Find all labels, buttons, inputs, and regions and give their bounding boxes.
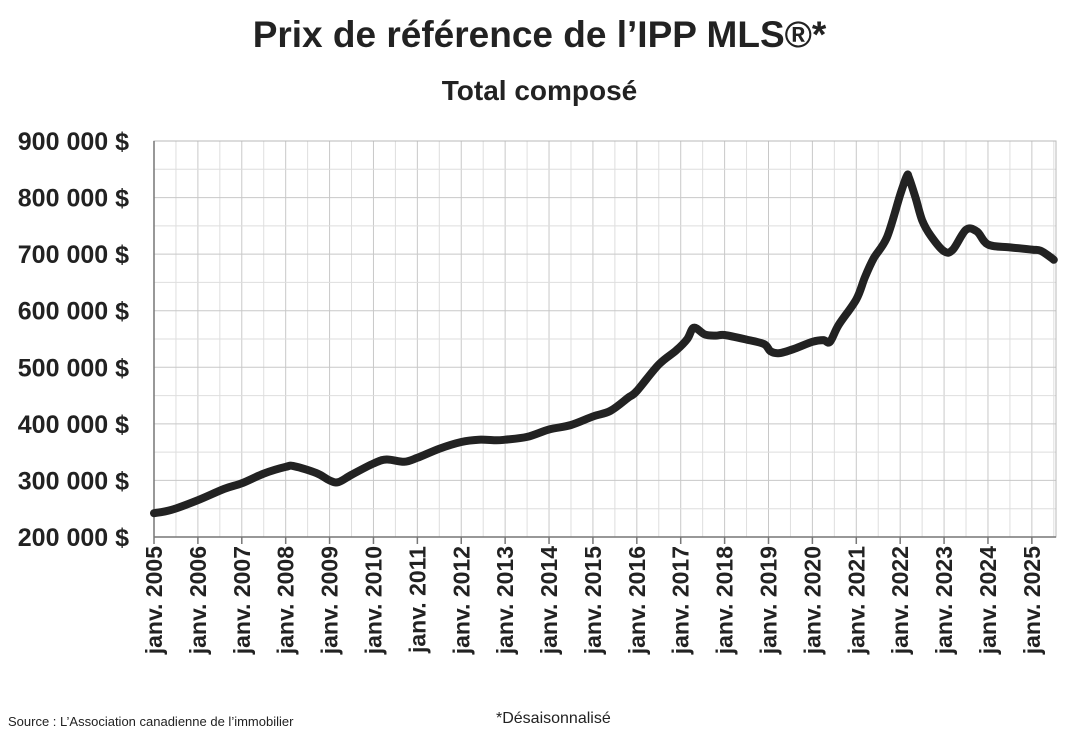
x-axis-tick-label: janv. 2018 xyxy=(712,546,738,655)
x-axis-tick-label: janv. 2013 xyxy=(492,546,518,655)
x-axis-tick-label: janv. 2011 xyxy=(404,546,430,654)
chart-title: Prix de référence de l’IPP MLS®* xyxy=(252,14,827,55)
series-line xyxy=(150,170,1058,518)
footnote: *Désaisonnalisé xyxy=(496,710,611,727)
x-axis-tick-label: janv. 2021 xyxy=(843,546,869,655)
x-axis-tick-labels: janv. 2005 janv. 2006 janv. 2007 janv. 2008… xyxy=(141,546,1045,655)
y-axis-tick-label: 600 000 $ xyxy=(18,298,129,326)
x-axis-tick-label: janv. 2006 xyxy=(185,546,211,655)
x-axis-tick-label: janv. 2024 xyxy=(975,546,1001,655)
x-axis-tick-label: janv. 2020 xyxy=(799,546,825,655)
y-axis-tick-label: 400 000 $ xyxy=(18,411,129,439)
y-axis-tick-label: 300 000 $ xyxy=(18,467,129,495)
x-axis-tick-label: janv. 2014 xyxy=(536,546,562,655)
source-note: Source : L’Association canadienne de l’i… xyxy=(8,714,294,729)
axes xyxy=(153,141,1056,544)
x-axis-tick-label: janv. 2012 xyxy=(448,546,474,655)
chart-subtitle: Total composé xyxy=(441,75,638,106)
x-axis-tick-label: janv. 2009 xyxy=(317,546,343,655)
x-axis-tick-label: janv. 2017 xyxy=(668,546,694,655)
x-axis-tick-label: janv. 2015 xyxy=(580,546,606,655)
y-axis-tick-label: 500 000 $ xyxy=(18,354,129,382)
y-axis-tick-label: 700 000 $ xyxy=(18,241,129,269)
series-layer xyxy=(150,170,1058,518)
x-axis-tick-label: janv. 2019 xyxy=(756,546,782,655)
x-axis-tick-label: janv. 2008 xyxy=(273,546,299,655)
gridlines xyxy=(153,140,1056,538)
line-chart: 900 000 $ 800 000 $ 700 000 $ 600 000 $ 500 … xyxy=(18,128,1058,655)
x-axis-tick-label: janv. 2022 xyxy=(887,546,913,655)
x-axis-tick-label: janv. 2016 xyxy=(624,546,650,655)
x-axis-tick-label: janv. 2023 xyxy=(931,546,957,655)
x-axis-tick-label: janv. 2010 xyxy=(360,546,386,655)
x-axis-tick-label: janv. 2005 xyxy=(141,546,167,655)
x-axis-tick-label: janv. 2025 xyxy=(1019,546,1045,655)
y-axis-tick-labels: 900 000 $ 800 000 $ 700 000 $ 600 000 $ 500 … xyxy=(18,128,129,552)
x-axis-tick-label: janv. 2007 xyxy=(229,546,255,655)
y-axis-tick-label: 900 000 $ xyxy=(18,128,129,156)
y-axis-tick-label: 800 000 $ xyxy=(18,185,129,213)
y-axis-tick-label: 200 000 $ xyxy=(18,524,129,552)
